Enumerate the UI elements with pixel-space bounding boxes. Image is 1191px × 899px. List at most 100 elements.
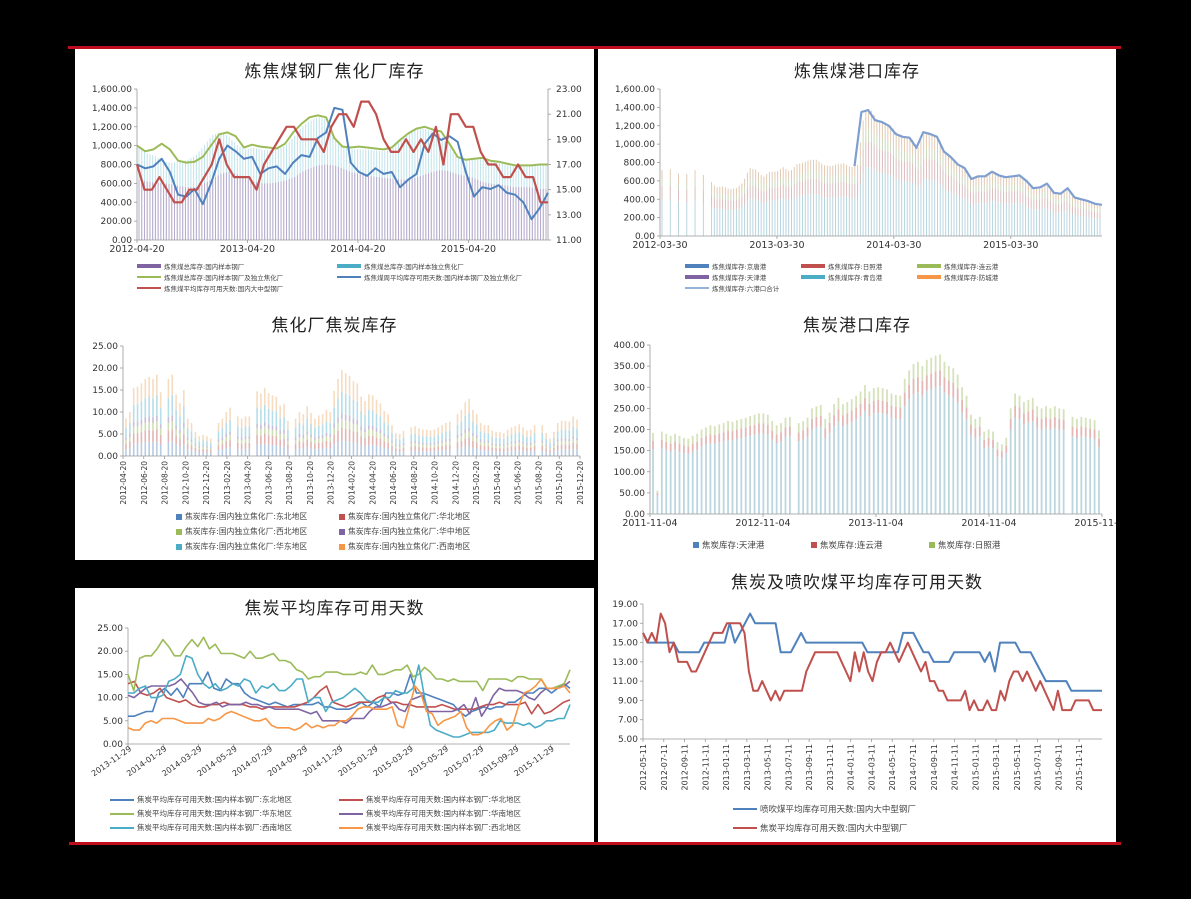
legend-item: 焦炭平均库存可用天数:国内样本钢厂:东北地区 [110, 794, 292, 805]
legend-swatch [917, 264, 941, 268]
panel-bottom-left: 焦炭平均库存可用天数 0.00 5.00 10.00 15.00 20.00 25.00 2… [75, 588, 594, 842]
legend-swatch [176, 528, 182, 535]
legend-item: 焦炭平均库存可用天数:国内样本钢厂:西北地区 [339, 822, 521, 833]
svg-text:15.00: 15.00 [92, 386, 118, 396]
legend-swatch [337, 264, 361, 268]
svg-text:25.00: 25.00 [97, 624, 123, 634]
chart-coking-coal-port-inventory: 0.00 200.00 400.00 600.00 800.00 1,000.00 1,20… [615, 85, 1103, 251]
svg-text:2014-02-20: 2014-02-20 [348, 461, 357, 505]
legend-swatch [917, 275, 941, 279]
top-red-rule [68, 46, 1121, 49]
svg-text:2013-10-20: 2013-10-20 [306, 461, 315, 505]
legend-swatch [811, 542, 817, 548]
legend-item: 焦炭平均库存可用天数:国内大中型钢厂 [733, 822, 907, 834]
svg-text:400.00: 400.00 [614, 341, 646, 351]
svg-text:2012-04-20: 2012-04-20 [119, 461, 128, 505]
svg-text:350.00: 350.00 [614, 362, 646, 372]
svg-text:2015-11-04: 2015-11-04 [1074, 518, 1116, 529]
svg-text:2014-06-20: 2014-06-20 [389, 461, 398, 505]
svg-text:2015-09-11: 2015-09-11 [1054, 744, 1063, 791]
svg-text:2014-03-30: 2014-03-30 [866, 240, 921, 251]
svg-text:200.00: 200.00 [101, 217, 133, 227]
svg-text:2012-06-20: 2012-06-20 [140, 461, 149, 505]
svg-text:2013-11-04: 2013-11-04 [848, 518, 903, 529]
svg-text:11.00: 11.00 [556, 236, 582, 246]
legend-label: 炼焦煤库存:京唐港 [712, 263, 767, 271]
svg-text:1,000.00: 1,000.00 [92, 142, 132, 152]
chart-coking-coal-mill-inventory: 0.00 200.00 400.00 600.00 800.00 1,000.00 1,20… [92, 85, 582, 255]
legend-label: 炼焦煤库存:天津港 [712, 274, 767, 282]
legend-swatch [801, 264, 825, 268]
legend-label: 焦炭平均库存可用天数:国内样本钢厂:西南地区 [137, 823, 293, 832]
legend-swatch [929, 542, 935, 548]
svg-text:600.00: 600.00 [624, 177, 656, 187]
legend-item: 焦炭库存:国内独立焦化厂:西南地区 [339, 541, 470, 552]
panel-top-right: 炼焦煤港口库存 0.00 200.00 400.00 600.00 800.00 1,00… [598, 49, 1116, 560]
chart-title-coke-avg-inventory-days: 焦炭平均库存可用天数 [244, 599, 425, 619]
svg-text:100.00: 100.00 [614, 468, 646, 478]
legend-swatch [339, 543, 345, 550]
svg-text:800.00: 800.00 [101, 161, 133, 171]
svg-text:9.00: 9.00 [618, 696, 638, 706]
svg-text:2015-03-30: 2015-03-30 [983, 240, 1038, 251]
svg-text:250.00: 250.00 [614, 404, 646, 414]
legend-swatch [685, 275, 709, 279]
legend-item: 炼焦煤库存:连云港 [917, 261, 998, 271]
svg-text:5.00: 5.00 [98, 430, 118, 440]
svg-text:17.00: 17.00 [556, 161, 582, 171]
chart-title-coke-pci-avg-inventory-days: 焦炭及喷吹煤平均库存可用天数 [731, 573, 983, 593]
legend-swatch [339, 812, 363, 815]
legend-label: 焦炭平均库存可用天数:国内样本钢厂:东北地区 [137, 795, 293, 804]
svg-text:2014-04-20: 2014-04-20 [368, 461, 377, 505]
legend-swatch [685, 287, 709, 289]
svg-text:2012-10-20: 2012-10-20 [181, 461, 190, 505]
svg-text:1,200.00: 1,200.00 [615, 122, 655, 132]
svg-text:2015-02-20: 2015-02-20 [472, 461, 481, 505]
svg-text:2013-02-20: 2013-02-20 [223, 461, 232, 505]
svg-text:1,400.00: 1,400.00 [615, 103, 655, 113]
svg-text:800.00: 800.00 [624, 159, 656, 169]
svg-text:2012-11-04: 2012-11-04 [735, 518, 790, 529]
legend-swatch [337, 276, 361, 278]
legend-label: 炼焦煤库存:青岛港 [828, 274, 883, 282]
svg-text:0.00: 0.00 [98, 452, 118, 462]
legend-swatch [339, 513, 345, 520]
legend-label: 炼焦煤总库存:国内样本钢厂 [164, 263, 245, 271]
legend-item: 炼焦煤库存:六港口合计 [685, 283, 779, 293]
chart-coke-avg-inventory-days: 0.005.0010.0015.0020.0025.002013-11-2920… [90, 624, 571, 778]
chart-title-coke-plant-coke-inventory: 焦化厂焦炭库存 [271, 316, 398, 336]
svg-text:23.00: 23.00 [556, 85, 582, 95]
svg-text:200.00: 200.00 [624, 214, 656, 224]
svg-text:2014-10-20: 2014-10-20 [431, 461, 440, 505]
svg-text:1,600.00: 1,600.00 [92, 85, 132, 95]
svg-text:19.00: 19.00 [612, 600, 638, 610]
svg-text:600.00: 600.00 [101, 179, 133, 189]
legend-swatch [110, 826, 134, 829]
svg-text:20.00: 20.00 [97, 647, 123, 657]
svg-text:2014-05-11: 2014-05-11 [888, 744, 897, 791]
legend-item: 焦炭库存:日照港 [929, 539, 1000, 551]
legend-item: 炼焦煤库存:京唐港 [685, 261, 766, 271]
legend-swatch [339, 826, 363, 829]
svg-text:2015-04-20: 2015-04-20 [441, 244, 496, 255]
svg-text:2014-12-20: 2014-12-20 [451, 461, 460, 505]
legend-item: 炼焦煤总库存:国内样本独立焦化厂 [337, 261, 464, 271]
legend-item: 炼焦煤平均库存可用天数:国内大中型钢厂 [137, 283, 283, 293]
legend-item: 炼焦煤总库存:国内样本钢厂及独立焦化厂 [137, 272, 283, 282]
svg-text:2012-07-11: 2012-07-11 [660, 744, 669, 791]
svg-text:11.00: 11.00 [612, 677, 638, 687]
svg-text:5.00: 5.00 [618, 735, 638, 745]
legend-label: 焦炭平均库存可用天数:国内样本钢厂:华北地区 [366, 795, 522, 804]
svg-text:2015-07-11: 2015-07-11 [1034, 744, 1043, 791]
chart-coke-pci-avg-inventory-days: 5.00 7.00 9.00 11.00 13.00 15.00 17.00 19.00 201… [612, 600, 1102, 791]
chart-coke-plant-coke-inventory: 0.00 5.00 10.00 15.00 20.00 25.00 2012-04-20 20… [92, 342, 585, 505]
legend-label: 焦炭库存:国内独立焦化厂:华中地区 [348, 527, 471, 536]
legend-swatch [801, 275, 825, 279]
svg-text:2015-11-11: 2015-11-11 [1075, 744, 1084, 791]
legend-swatch [733, 808, 757, 810]
legend-label: 焦炭库存:连云港 [820, 541, 883, 551]
legend-item: 焦炭库存:天津港 [693, 539, 764, 551]
svg-text:2014-08-20: 2014-08-20 [410, 461, 419, 505]
legend-item: 炼焦煤库存:天津港 [685, 272, 766, 282]
legend-label: 炼焦煤库存:六港口合计 [712, 285, 780, 293]
